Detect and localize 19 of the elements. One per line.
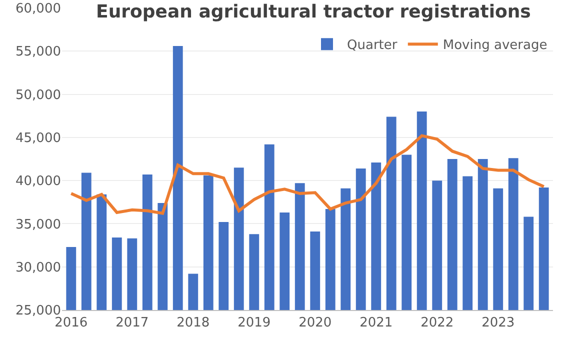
x-tick-label: 2022: [420, 316, 454, 331]
x-tick-label: 2021: [360, 316, 393, 331]
x-tick-label: 2019: [238, 316, 271, 331]
legend-label: Moving average: [442, 38, 548, 54]
y-tick-label: 45,000: [16, 130, 61, 146]
x-tick-label: 2016: [54, 316, 88, 331]
y-tick-label: 30,000: [16, 260, 61, 276]
y-tick-label: 35,000: [16, 217, 61, 232]
x-tick-label: 2020: [298, 316, 332, 331]
x-tick-label: 2023: [482, 316, 515, 331]
y-tick-label: 40,000: [16, 174, 61, 190]
x-tick-label: 2018: [176, 316, 210, 331]
legend-label: Quarter: [347, 38, 398, 54]
chart-title: European agricultural tractor registrations: [96, 2, 531, 23]
line-series: [70, 134, 546, 215]
y-tick-label: 55,000: [16, 44, 61, 60]
y-tick-label: 60,000: [16, 2, 61, 17]
y-tick-label: 50,000: [16, 88, 61, 103]
x-tick-label: 2017: [116, 316, 149, 331]
